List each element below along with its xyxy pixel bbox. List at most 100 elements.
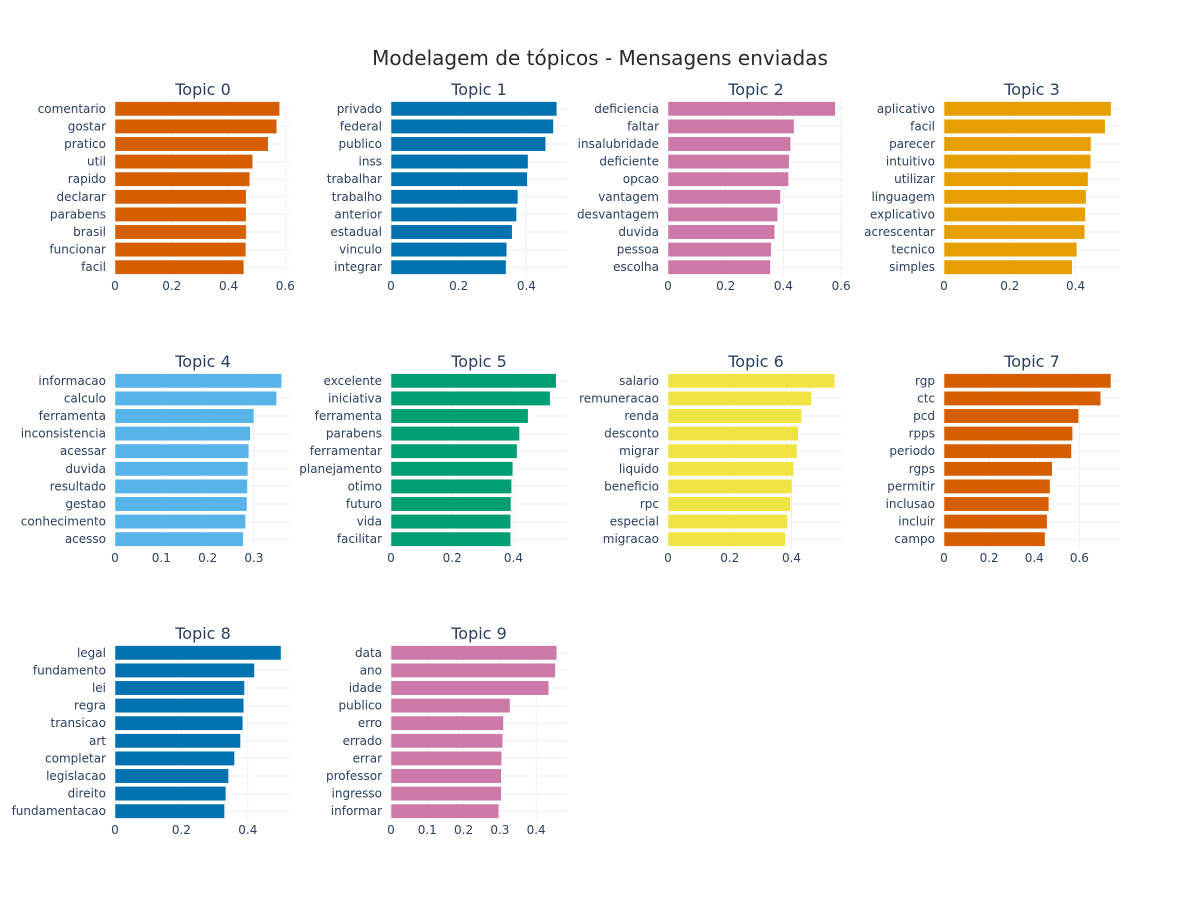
bar-errado: [390, 733, 504, 749]
category-label: regra: [74, 699, 106, 713]
bar-duvida: [114, 461, 249, 477]
bar-regra: [114, 698, 245, 714]
x-tick-label: 0.2: [1000, 279, 1019, 293]
category-label: publico: [339, 699, 382, 713]
bar-desconto: [667, 426, 799, 442]
topic-title: Topic 4: [174, 352, 231, 371]
category-label: intuitivo: [886, 155, 935, 169]
category-label: calculo: [64, 391, 106, 405]
bar-remuneracao: [667, 390, 812, 406]
x-tick-label: 0.4: [504, 551, 523, 565]
bar-desvantagem: [667, 206, 778, 222]
bar-iniciativa: [390, 390, 551, 406]
category-label: estadual: [330, 225, 382, 239]
category-label: util: [87, 155, 106, 169]
bar-migracao: [667, 531, 786, 547]
bar-errar: [390, 750, 502, 766]
category-label: publico: [339, 137, 382, 151]
topic-title: Topic 6: [727, 352, 784, 371]
category-label: gestao: [65, 497, 106, 511]
figure-title: Modelagem de tópicos - Mensagens enviada…: [372, 46, 828, 70]
category-label: fundamentacao: [12, 804, 106, 818]
category-label: pratico: [64, 137, 106, 151]
category-label: facil: [910, 119, 935, 133]
category-label: simples: [889, 260, 935, 274]
category-label: rpc: [640, 497, 659, 511]
category-label: ferramentar: [310, 444, 382, 458]
bar-acesso: [114, 531, 244, 547]
category-label: inss: [359, 155, 382, 169]
bar-duvida: [667, 224, 776, 240]
category-label: comentario: [38, 102, 106, 116]
x-tick-label: 0.2: [162, 279, 181, 293]
bar-funcionar: [114, 242, 247, 258]
x-tick-label: 0: [664, 551, 672, 565]
category-label: legislacao: [46, 769, 106, 783]
category-label: iniciativa: [328, 391, 382, 405]
category-label: direito: [68, 787, 106, 801]
category-label: brasil: [73, 225, 106, 239]
bar-legislacao: [114, 768, 229, 784]
bar-util: [114, 154, 253, 170]
x-tick-label: 0: [664, 279, 672, 293]
category-label: rpps: [909, 427, 935, 441]
x-tick-label: 0.2: [980, 551, 999, 565]
category-label: fundamento: [33, 663, 106, 677]
category-label: ingresso: [332, 787, 382, 801]
bar-migrar: [667, 443, 798, 459]
category-label: anterior: [334, 207, 382, 221]
category-label: ano: [360, 663, 382, 677]
bar-tecnico: [943, 242, 1078, 258]
bar-acessar: [114, 443, 250, 459]
topic-panel-1: Topic 1 privado federal publico inss trabalha…: [327, 80, 567, 293]
bar-ferramentar: [390, 443, 518, 459]
x-tick-label: 0.4: [1066, 279, 1085, 293]
bar-intuitivo: [943, 154, 1091, 170]
bar-gostar: [114, 118, 278, 134]
category-label: explicativo: [870, 207, 935, 221]
category-label: facil: [81, 260, 106, 274]
category-label: pcd: [913, 409, 935, 423]
category-label: acesso: [65, 532, 106, 546]
bar-rgp: [943, 373, 1112, 389]
bar-rpps: [943, 426, 1073, 442]
category-label: conhecimento: [21, 515, 106, 529]
bar-direito: [114, 786, 227, 802]
topic-title: Topic 3: [1003, 80, 1060, 99]
category-label: parabens: [50, 207, 106, 221]
category-label: privado: [337, 102, 382, 116]
topic-panel-2: Topic 2 deficiencia faltar insalubridade def…: [577, 80, 851, 293]
bar-vida: [390, 514, 511, 530]
x-tick-label: 0: [387, 823, 395, 837]
bar-especial: [667, 514, 788, 530]
category-label: facilitar: [337, 532, 382, 546]
category-label: desconto: [604, 427, 659, 441]
category-label: informar: [331, 804, 382, 818]
x-tick-label: 0.2: [454, 823, 473, 837]
category-label: linguagem: [871, 190, 935, 204]
bar-data: [390, 645, 558, 661]
x-tick-label: 0.2: [449, 279, 468, 293]
topic-title: Topic 1: [450, 80, 507, 99]
category-label: parabens: [326, 427, 382, 441]
category-label: escolha: [613, 260, 659, 274]
bar-parabens: [390, 426, 520, 442]
bar-utilizar: [943, 171, 1089, 187]
category-label: renda: [624, 409, 659, 423]
topic-panel-7: Topic 7 rgp ctc pcd rpps periodo rgps permitir i…: [886, 352, 1120, 565]
bar-professor: [390, 768, 502, 784]
bar-transicao: [114, 715, 244, 731]
x-tick-label: 0.1: [418, 823, 437, 837]
x-tick-label: 0.2: [172, 823, 191, 837]
category-label: resultado: [50, 479, 106, 493]
category-label: legal: [77, 646, 106, 660]
category-label: rgps: [909, 462, 935, 476]
category-label: migrar: [619, 444, 659, 458]
bar-beneficio: [667, 478, 793, 494]
category-label: professor: [326, 769, 382, 783]
category-label: funcionar: [49, 243, 106, 257]
x-tick-label: 0.4: [782, 551, 801, 565]
category-label: vinculo: [339, 243, 382, 257]
category-label: data: [355, 646, 382, 660]
category-label: duvida: [618, 225, 659, 239]
